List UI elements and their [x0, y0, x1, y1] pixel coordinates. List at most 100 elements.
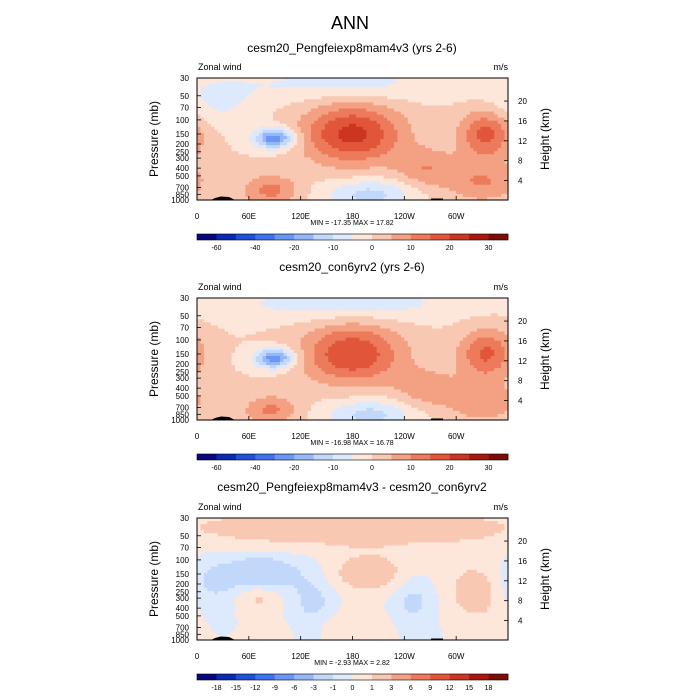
- heatmap-cell: [321, 90, 326, 94]
- heatmap-cell: [476, 78, 481, 82]
- heatmap-cell: [407, 108, 412, 113]
- heatmap-cell: [390, 135, 395, 140]
- heatmap-cell: [456, 78, 461, 82]
- colorbar-swatch: [391, 234, 412, 240]
- heatmap-cell: [483, 87, 488, 91]
- heatmap-cell: [380, 120, 385, 125]
- heatmap-cell: [494, 129, 499, 134]
- heatmap-cell: [373, 114, 378, 119]
- heatmap-cell: [376, 132, 381, 137]
- heatmap-cell: [376, 87, 381, 91]
- heatmap-cell: [373, 151, 378, 155]
- heatmap-cell: [397, 81, 402, 85]
- heatmap-cell: [387, 84, 392, 88]
- heatmap-cell: [314, 117, 319, 122]
- heatmap-cell: [456, 126, 461, 131]
- heatmap-cell: [411, 123, 416, 128]
- heatmap-cell: [311, 111, 316, 116]
- heatmap-cell: [366, 87, 371, 91]
- heatmap-cell: [480, 126, 485, 131]
- heatmap-cell: [342, 142, 347, 146]
- heatmap-cell: [418, 126, 423, 131]
- heatmap-cell: [335, 123, 340, 128]
- heatmap-cell: [266, 120, 271, 125]
- heatmap-cell: [428, 145, 433, 149]
- heatmap-cell: [311, 87, 316, 91]
- heatmap-cell: [290, 102, 295, 107]
- heatmap-cell: [490, 123, 495, 128]
- heatmap-cell: [390, 111, 395, 116]
- heatmap-cell: [203, 84, 208, 88]
- heatmap-cell: [466, 114, 471, 119]
- heatmap-cell: [342, 99, 347, 103]
- heatmap-cell: [359, 108, 364, 113]
- heatmap-cell: [352, 139, 357, 143]
- heatmap-cell: [411, 148, 416, 152]
- heatmap-cell: [248, 108, 253, 113]
- heatmap-cell: [352, 148, 357, 152]
- heatmap-cell: [397, 96, 402, 100]
- heatmap-cell: [255, 93, 260, 97]
- heatmap-cell: [345, 135, 350, 140]
- right-corner-label: m/s: [494, 62, 509, 72]
- heatmap-cell: [328, 123, 333, 128]
- heatmap-cell: [317, 120, 322, 125]
- heatmap-cell: [311, 81, 316, 85]
- heatmap-cell: [224, 145, 229, 149]
- heatmap-cell: [197, 96, 202, 100]
- heatmap-cell: [376, 123, 381, 128]
- heatmap-cell: [210, 120, 215, 125]
- heatmap-cell: [307, 148, 312, 152]
- heatmap-cell: [400, 142, 405, 146]
- heatmap-cell: [266, 111, 271, 116]
- heatmap-cell: [366, 99, 371, 103]
- heatmap-cell: [304, 135, 309, 140]
- heatmap-cell: [431, 111, 437, 116]
- heatmap-cell: [311, 129, 316, 134]
- heatmap-cell: [307, 78, 312, 82]
- heatmap-cell: [279, 126, 284, 131]
- heatmap-cell: [214, 93, 219, 97]
- heatmap-cell: [255, 111, 260, 116]
- heatmap-cell: [328, 120, 333, 125]
- heatmap-cell: [397, 129, 402, 134]
- heatmap-cell: [349, 142, 354, 146]
- heatmap-cell: [456, 111, 461, 116]
- heatmap-cell: [304, 139, 309, 143]
- heatmap-cell: [349, 120, 354, 125]
- heatmap-cell: [494, 132, 499, 137]
- heatmap-cell: [252, 142, 257, 146]
- heatmap-cell: [331, 87, 336, 91]
- heatmap-cell: [214, 90, 219, 94]
- heatmap-cell: [404, 87, 409, 91]
- heatmap-cell: [452, 129, 457, 134]
- heatmap-cell: [290, 114, 295, 119]
- heatmap-cell: [269, 102, 274, 107]
- heatmap-cell: [418, 81, 423, 85]
- heatmap-cell: [231, 123, 236, 128]
- heatmap-cell: [359, 87, 364, 91]
- heatmap-cell: [452, 90, 457, 94]
- heatmap-cell: [297, 90, 302, 94]
- heatmap-cell: [297, 139, 302, 143]
- heatmap-cell: [338, 102, 343, 107]
- heatmap-cell: [248, 93, 253, 97]
- heatmap-cell: [456, 96, 461, 100]
- heatmap-cell: [311, 120, 316, 125]
- heatmap-cell: [210, 90, 215, 94]
- heatmap-cell: [255, 126, 260, 131]
- heatmap-cell: [442, 93, 447, 97]
- heatmap-cell: [473, 139, 478, 143]
- heatmap-cell: [504, 108, 509, 113]
- heatmap-cell: [438, 117, 443, 122]
- heatmap-cell: [359, 96, 364, 100]
- heatmap-cell: [400, 84, 405, 88]
- heatmap-cell: [248, 145, 253, 149]
- heatmap-cell: [400, 90, 405, 94]
- heatmap-cell: [501, 84, 506, 88]
- heatmap-cell: [331, 114, 336, 119]
- heatmap-cell: [397, 93, 402, 97]
- heatmap-cell: [369, 139, 374, 143]
- heatmap-cell: [366, 132, 371, 137]
- heatmap-cell: [504, 120, 509, 125]
